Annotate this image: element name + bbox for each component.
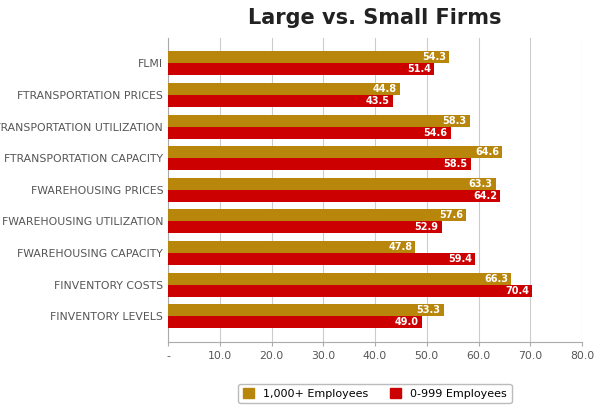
Legend: 1,000+ Employees, 0-999 Employees: 1,000+ Employees, 0-999 Employees <box>238 384 512 403</box>
Bar <box>168 221 442 234</box>
Title: Large vs. Small Firms: Large vs. Small Firms <box>248 8 502 28</box>
Text: 51.4: 51.4 <box>407 64 431 74</box>
Bar <box>168 63 434 75</box>
Bar <box>168 178 496 190</box>
Bar <box>168 95 393 107</box>
Text: 64.2: 64.2 <box>473 191 497 201</box>
Bar <box>168 272 511 284</box>
Bar <box>168 158 471 170</box>
Text: 57.6: 57.6 <box>439 210 463 220</box>
Text: 59.4: 59.4 <box>448 254 472 264</box>
Bar <box>168 126 451 138</box>
Bar <box>168 316 422 328</box>
Bar <box>168 190 500 202</box>
Text: 49.0: 49.0 <box>394 317 418 327</box>
Text: 54.3: 54.3 <box>422 53 446 63</box>
Text: 47.8: 47.8 <box>388 242 412 252</box>
Bar <box>168 304 444 316</box>
Text: 70.4: 70.4 <box>505 286 529 296</box>
Bar <box>168 209 466 221</box>
Text: 66.3: 66.3 <box>484 274 508 284</box>
Text: 58.5: 58.5 <box>443 159 467 169</box>
Bar <box>168 51 449 63</box>
Text: 58.3: 58.3 <box>442 116 467 126</box>
Text: 52.9: 52.9 <box>415 222 439 232</box>
Text: 63.3: 63.3 <box>469 179 493 189</box>
Bar <box>168 241 415 253</box>
Bar <box>168 146 502 158</box>
Text: 53.3: 53.3 <box>417 305 441 315</box>
Bar <box>168 284 532 296</box>
Bar <box>168 83 400 95</box>
Text: 64.6: 64.6 <box>475 147 499 157</box>
Text: 44.8: 44.8 <box>373 84 397 94</box>
Bar <box>168 253 475 265</box>
Text: 43.5: 43.5 <box>366 96 390 106</box>
Bar <box>168 115 470 126</box>
Text: 54.6: 54.6 <box>424 128 448 138</box>
